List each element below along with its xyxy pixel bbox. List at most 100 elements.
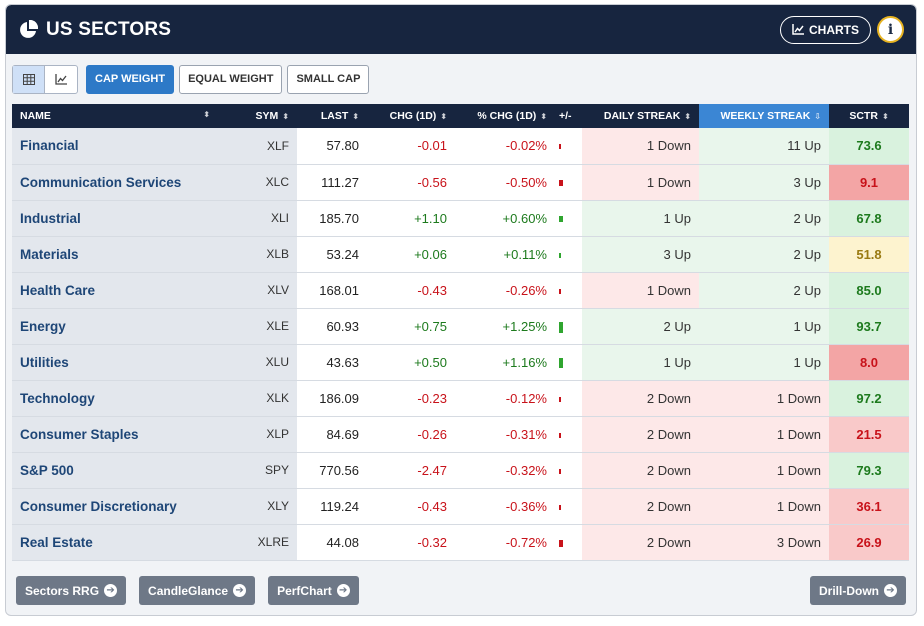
candleglance-button[interactable]: CandleGlance ➔ <box>139 576 256 605</box>
line-chart-icon <box>55 73 67 85</box>
change-cell: -2.47 <box>367 452 455 489</box>
table-body: Financial XLF 57.80 -0.01 -0.02% 1 Down 11 Up 7… <box>12 128 909 561</box>
equal-weight-button[interactable]: EQUAL WEIGHT <box>179 64 283 94</box>
change-cell: +0.50 <box>367 344 455 381</box>
daily-streak-cell: 2 Up <box>582 308 699 345</box>
arrow-right-icon: ➔ <box>336 584 350 597</box>
change-cell: -0.43 <box>367 488 455 525</box>
pie-chart-icon <box>18 19 39 40</box>
info-button[interactable]: i <box>877 16 904 43</box>
change-cell: +0.75 <box>367 308 455 345</box>
table-row[interactable]: Consumer Staples XLP 84.69 -0.26 -0.31% 2 Dow… <box>12 416 909 453</box>
last-price-cell: 57.80 <box>297 128 367 165</box>
last-price-cell: 186.09 <box>297 380 367 417</box>
line-chart-icon <box>792 24 804 35</box>
weekly-streak-cell: 1 Down <box>699 452 829 489</box>
symbol-cell: XLF <box>218 128 297 165</box>
table-row[interactable]: Technology XLK 186.09 -0.23 -0.12% 2 Down 1 Do… <box>12 380 909 417</box>
change-cell: -0.01 <box>367 128 455 165</box>
change-cell: -0.43 <box>367 272 455 309</box>
sector-name-link[interactable]: Consumer Discretionary <box>12 488 218 525</box>
sectors-rrg-button[interactable]: Sectors RRG ➔ <box>16 576 127 605</box>
table-row[interactable]: Materials XLB 53.24 +0.06 +0.11% 3 Up 2 Up 51.8 <box>12 236 909 273</box>
weekly-streak-cell: 1 Down <box>699 380 829 417</box>
sort-icon: ⬍ <box>540 112 547 121</box>
table-row[interactable]: Real Estate XLRE 44.08 -0.32 -0.72% 2 Down 3 D… <box>12 524 909 561</box>
symbol-cell: XLRE <box>218 524 297 561</box>
sctr-cell: 26.9 <box>829 524 909 561</box>
daily-streak-cell: 2 Down <box>582 416 699 453</box>
col-last-header[interactable]: LAST ⬍ <box>297 104 367 128</box>
percent-change-cell: -0.50% <box>455 164 555 201</box>
table-row[interactable]: Consumer Discretionary XLY 119.24 -0.43 -0.3… <box>12 488 909 525</box>
change-bar <box>559 144 561 150</box>
col-name-header[interactable]: NAME ⬍ <box>12 104 218 128</box>
change-bar-cell <box>555 524 582 561</box>
col-sym-header[interactable]: SYM ⬍ <box>218 104 297 128</box>
col-weekly-header[interactable]: WEEKLY STREAK ⇩ <box>699 104 829 128</box>
sector-name-link[interactable]: S&P 500 <box>12 452 218 489</box>
daily-streak-cell: 1 Down <box>582 128 699 165</box>
table-row[interactable]: Industrial XLI 185.70 +1.10 +0.60% 1 Up 2 Up 67… <box>12 200 909 237</box>
sctr-cell: 51.8 <box>829 236 909 273</box>
change-bar <box>559 180 563 187</box>
last-price-cell: 185.70 <box>297 200 367 237</box>
drill-down-button[interactable]: Drill-Down ➔ <box>810 576 906 605</box>
charts-button[interactable]: CHARTS <box>780 15 871 44</box>
table-row[interactable]: Financial XLF 57.80 -0.01 -0.02% 1 Down 11 Up 7… <box>12 128 909 165</box>
sector-name-link[interactable]: Communication Services <box>12 164 218 201</box>
change-bar-cell <box>555 128 582 165</box>
last-price-cell: 43.63 <box>297 344 367 381</box>
sectors-table: NAME ⬍ SYM ⬍ LAST ⬍ CHG (1D) ⬍ % CHG (1D) ⬍ +… <box>12 104 909 561</box>
sort-icon: ⬍ <box>352 112 359 121</box>
change-cell: -0.32 <box>367 524 455 561</box>
symbol-cell: XLE <box>218 308 297 345</box>
col-daily-header[interactable]: DAILY STREAK ⬍ <box>582 104 699 128</box>
weekly-streak-cell: 1 Down <box>699 416 829 453</box>
perfchart-button[interactable]: PerfChart ➔ <box>268 576 359 605</box>
daily-streak-cell: 1 Down <box>582 164 699 201</box>
sector-name-link[interactable]: Health Care <box>12 272 218 309</box>
table-row[interactable]: Communication Services XLC 111.27 -0.56 -0.5… <box>12 164 909 201</box>
col-sctr-header[interactable]: SCTR ⬍ <box>829 104 909 128</box>
chart-view-button[interactable] <box>45 66 77 93</box>
sctr-cell: 73.6 <box>829 128 909 165</box>
small-cap-button[interactable]: SMALL CAP <box>287 64 370 94</box>
sctr-cell: 8.0 <box>829 344 909 381</box>
sector-name-link[interactable]: Real Estate <box>12 524 218 561</box>
change-bar-cell <box>555 452 582 489</box>
sector-name-link[interactable]: Consumer Staples <box>12 416 218 453</box>
sector-name-link[interactable]: Materials <box>12 236 218 273</box>
sctr-cell: 36.1 <box>829 488 909 525</box>
weekly-streak-cell: 3 Down <box>699 524 829 561</box>
sector-name-link[interactable]: Technology <box>12 380 218 417</box>
change-bar-cell <box>555 200 582 237</box>
grid-icon <box>22 73 35 85</box>
table-row[interactable]: Utilities XLU 43.63 +0.50 +1.16% 1 Up 1 Up 8.0 <box>12 344 909 381</box>
sector-name-link[interactable]: Utilities <box>12 344 218 381</box>
sort-icon: ⬍ <box>203 110 210 119</box>
sort-desc-icon: ⇩ <box>814 112 821 121</box>
sector-name-link[interactable]: Industrial <box>12 200 218 237</box>
arrow-right-icon: ➔ <box>104 584 118 597</box>
change-bar <box>559 396 561 402</box>
table-view-button[interactable] <box>13 65 45 93</box>
last-price-cell: 770.56 <box>297 452 367 489</box>
change-bar-cell <box>555 416 582 453</box>
symbol-cell: XLY <box>218 488 297 525</box>
change-bar <box>559 321 563 333</box>
weekly-streak-cell: 1 Up <box>699 344 829 381</box>
change-cell: -0.56 <box>367 164 455 201</box>
col-chg-header[interactable]: CHG (1D) ⬍ <box>367 104 455 128</box>
table-row[interactable]: Energy XLE 60.93 +0.75 +1.25% 2 Up 1 Up 93.7 <box>12 308 909 345</box>
weekly-streak-cell: 2 Up <box>699 236 829 273</box>
change-bar <box>559 252 561 258</box>
table-row[interactable]: S&P 500 SPY 770.56 -2.47 -0.32% 2 Down 1 Down 7… <box>12 452 909 489</box>
sector-name-link[interactable]: Energy <box>12 308 218 345</box>
sector-name-link[interactable]: Financial <box>12 128 218 165</box>
change-bar <box>559 432 561 438</box>
cap-weight-button[interactable]: CAP WEIGHT <box>86 64 175 94</box>
table-row[interactable]: Health Care XLV 168.01 -0.43 -0.26% 1 Down 2 U… <box>12 272 909 309</box>
change-bar-cell <box>555 236 582 273</box>
col-pct-header[interactable]: % CHG (1D) ⬍ <box>455 104 555 128</box>
